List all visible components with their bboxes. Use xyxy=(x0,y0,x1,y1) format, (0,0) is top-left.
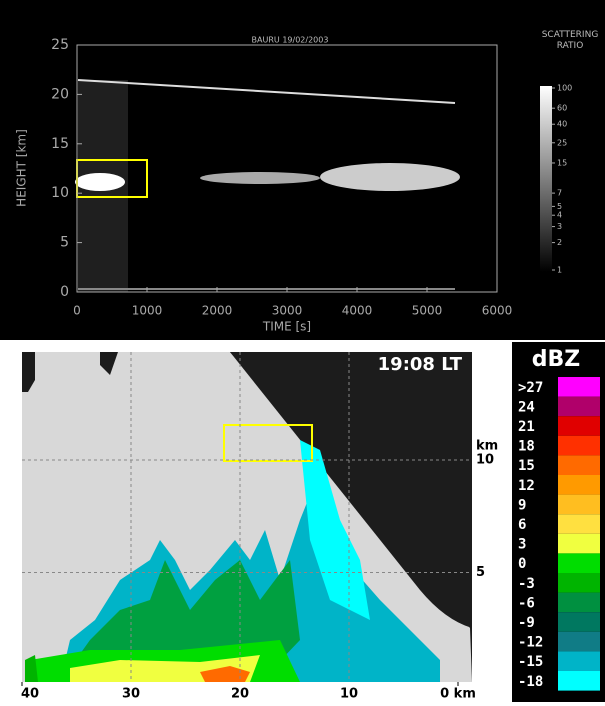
figure: BAURU 19/02/2003010002000300040005000600… xyxy=(0,0,605,702)
colorbar-swatch xyxy=(558,671,600,691)
colorbar-swatch xyxy=(558,495,600,515)
colorbar-label: 3 xyxy=(518,537,526,553)
colorbar-label: 18 xyxy=(518,439,535,455)
colorbar-label: 100 xyxy=(557,84,572,93)
colorbar-title: dBZ xyxy=(532,347,580,372)
y-tick-label: 5 xyxy=(60,235,69,251)
colorbar-label: 2 xyxy=(557,238,562,247)
x-tick-label: 40 xyxy=(21,687,39,702)
x-tick-label: 30 xyxy=(122,687,140,702)
x-tick-label: 20 xyxy=(231,687,249,702)
colorbar-label: 24 xyxy=(518,399,535,415)
colorbar-swatch xyxy=(558,534,600,554)
x-axis-title: TIME [s] xyxy=(262,320,311,334)
colorbar-label: 60 xyxy=(557,104,567,113)
colorbar-swatch xyxy=(558,612,600,632)
x-tick-label: 0 xyxy=(73,304,81,318)
y-axis-title: HEIGHT [km] xyxy=(15,129,29,207)
y-tick-label: 25 xyxy=(51,37,69,53)
colorbar-label: 4 xyxy=(557,211,562,220)
colorbar-label: -3 xyxy=(518,576,535,592)
y-tick-label: 10 xyxy=(476,453,494,468)
colorbar-label: >27 xyxy=(518,380,543,396)
colorbar-swatch xyxy=(558,436,600,456)
colorbar xyxy=(540,86,552,272)
x-tick-label: 4000 xyxy=(342,304,373,318)
y-tick-label: 5 xyxy=(476,565,485,580)
colorbar-swatch xyxy=(558,514,600,534)
colorbar-swatch xyxy=(558,377,600,397)
x-tick-label: 6000 xyxy=(482,304,513,318)
colorbar-swatch xyxy=(558,593,600,613)
colorbar-swatch xyxy=(558,632,600,652)
colorbar-swatch xyxy=(558,475,600,495)
colorbar-label: 9 xyxy=(518,497,526,513)
colorbar-swatch xyxy=(558,651,600,671)
colorbar-label: 3 xyxy=(557,222,562,231)
y-tick-label: 20 xyxy=(51,86,69,102)
x-tick-label: 10 xyxy=(340,687,358,702)
colorbar-label: 12 xyxy=(518,478,535,494)
y-tick-label: 0 xyxy=(60,284,69,300)
y-axis-title: km xyxy=(476,439,498,454)
colorbar-label: 7 xyxy=(557,189,562,198)
panel-time: 19:08 LT xyxy=(378,354,463,375)
x-tick-label: 0 km xyxy=(440,687,476,702)
x-tick-label: 5000 xyxy=(412,304,443,318)
colorbar-label: 15 xyxy=(518,458,535,474)
colorbar-label: 25 xyxy=(557,138,567,147)
chart-title: BAURU 19/02/2003 xyxy=(252,36,329,45)
colorbar-swatch xyxy=(558,573,600,593)
colorbar-label: 0 xyxy=(518,556,526,572)
colorbar-label: 21 xyxy=(518,419,535,435)
colorbar-swatch xyxy=(558,416,600,436)
y-tick-label: 15 xyxy=(51,136,69,152)
colorbar-label: 40 xyxy=(557,120,567,129)
colorbar-label: -6 xyxy=(518,595,535,611)
colorbar-label: 15 xyxy=(557,158,567,167)
x-tick-label: 1000 xyxy=(132,304,163,318)
colorbar-label: -12 xyxy=(518,635,543,651)
colorbar-label: -18 xyxy=(518,674,543,690)
colorbar-label: -9 xyxy=(518,615,535,631)
colorbar-label: 1 xyxy=(557,266,562,275)
y-tick-label: 10 xyxy=(51,185,69,201)
x-tick-label: 3000 xyxy=(272,304,303,318)
colorbar-label: -15 xyxy=(518,654,543,670)
colorbar-swatch xyxy=(558,455,600,475)
colorbar-label: 5 xyxy=(557,202,562,211)
colorbar-label: 6 xyxy=(518,517,526,533)
colorbar-swatch xyxy=(558,553,600,573)
x-tick-label: 2000 xyxy=(202,304,233,318)
colorbar-swatch xyxy=(558,397,600,417)
